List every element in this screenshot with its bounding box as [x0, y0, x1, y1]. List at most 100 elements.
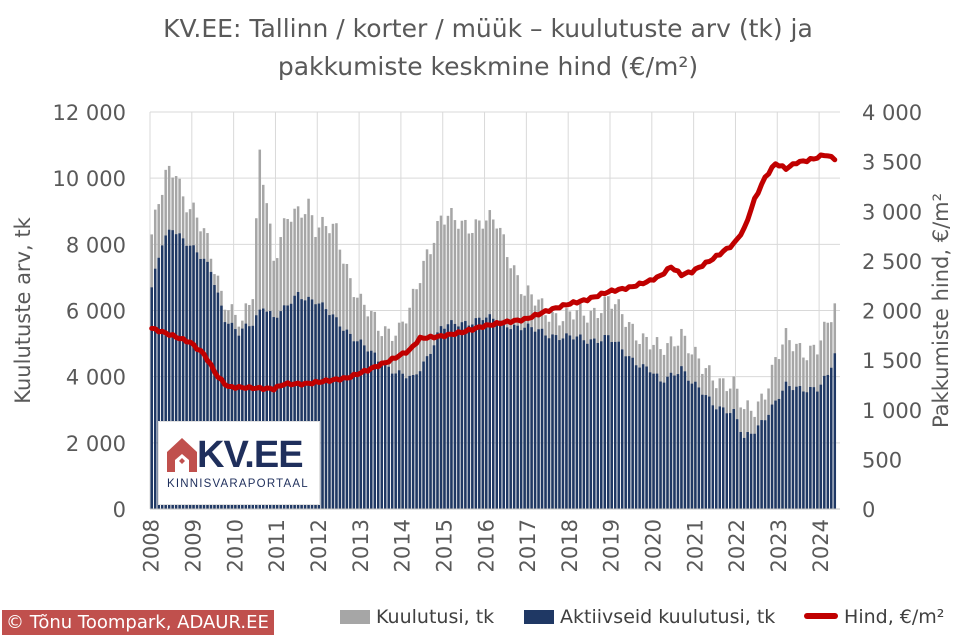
bar-active — [436, 332, 439, 509]
legend-active-swatch — [524, 610, 554, 624]
bar-active — [404, 378, 408, 509]
bar-active — [645, 366, 648, 509]
x-tick-label: 2017 — [516, 519, 540, 572]
bar-active — [220, 305, 223, 509]
y-tick-label: 4 000 — [66, 366, 126, 390]
bar-active — [432, 345, 436, 509]
y-tick-label: 2 000 — [66, 432, 126, 456]
bar-active — [265, 311, 268, 509]
bar-active — [213, 285, 216, 509]
y2-tick-label: 2 500 — [862, 250, 922, 274]
bar-active — [607, 335, 610, 509]
bar-active — [572, 339, 575, 509]
bar-active — [812, 387, 816, 509]
bar-active — [655, 373, 659, 509]
bar-active — [683, 371, 687, 509]
bar-active — [526, 323, 530, 509]
bar-active — [767, 414, 770, 509]
bar-active — [289, 303, 293, 509]
bar-active — [781, 390, 784, 509]
bar-active — [227, 323, 230, 509]
bar-active — [565, 333, 568, 509]
bar-active — [185, 245, 188, 510]
bar-active — [164, 235, 167, 509]
x-tick-label: 2021 — [683, 519, 707, 572]
bar-active — [241, 328, 244, 509]
bar-active — [641, 364, 645, 509]
bar-active — [795, 386, 798, 509]
bar-active — [669, 372, 673, 509]
bar-active — [593, 338, 596, 509]
bar-active — [756, 425, 760, 509]
bar-active — [488, 314, 492, 509]
x-tick-label: 2016 — [474, 519, 498, 572]
bar-active — [150, 287, 153, 509]
bar-active — [659, 381, 662, 509]
bar-active — [415, 374, 418, 509]
bar-active — [652, 373, 655, 509]
bar-active — [401, 373, 404, 509]
legend-total: Kuulutusi, tk — [340, 602, 494, 632]
y2-tick-label: 3 500 — [862, 151, 922, 175]
bar-active — [380, 365, 383, 509]
bar-active — [272, 317, 275, 509]
bar-active — [377, 361, 380, 509]
bar-active — [704, 395, 708, 509]
bar-active — [188, 245, 192, 509]
bar-active — [328, 315, 331, 509]
bar-active — [610, 342, 613, 509]
bar-active — [439, 326, 443, 509]
bar-active — [519, 330, 523, 509]
bar-active — [453, 323, 457, 509]
bar-active — [296, 291, 300, 509]
x-tick-label: 2022 — [725, 519, 749, 572]
legend-total-label: Kuulutusi, tk — [376, 606, 495, 628]
bar-active — [481, 320, 485, 509]
bar-active — [446, 324, 450, 509]
legend-price-label: Hind, €/m² — [844, 606, 945, 628]
bar-active — [192, 245, 195, 509]
y-tick-label: 8 000 — [66, 233, 126, 257]
bar-active — [833, 353, 837, 509]
bar-active — [394, 373, 397, 509]
bar-active — [582, 340, 586, 509]
legend-price: Hind, €/m² — [804, 602, 944, 632]
bar-active — [373, 352, 377, 509]
bar-active — [648, 372, 652, 509]
bar-active — [788, 386, 791, 509]
bar-active — [728, 413, 732, 509]
x-tick-label: 2015 — [432, 519, 456, 572]
x-tick-label: 2008 — [140, 519, 164, 572]
chart-title-line1: KV.EE: Tallinn / korter / müük – kuulutu… — [163, 14, 813, 43]
bar-active — [498, 320, 502, 509]
y2-axis-title: Pakkumiste hind, €/m² — [929, 193, 953, 428]
bar-active — [314, 304, 317, 509]
bar-active — [809, 386, 812, 509]
bar-active — [627, 356, 631, 509]
chart-title-line2: pakkumiste keskmine hind (€/m²) — [277, 52, 699, 81]
legend-total-swatch — [340, 610, 370, 624]
bar-active — [544, 335, 547, 509]
bar-active — [331, 314, 335, 509]
x-tick-label: 2019 — [600, 519, 624, 572]
y2-tick-label: 0 — [862, 498, 875, 522]
bar-active — [816, 391, 819, 509]
bar-active — [735, 419, 739, 509]
bar-active — [777, 398, 781, 509]
bar-active — [262, 308, 265, 509]
bar-active — [586, 343, 589, 509]
bar-active — [749, 433, 753, 509]
bar-active — [425, 356, 429, 509]
bar-active — [802, 391, 805, 509]
bar-active — [467, 325, 471, 509]
x-tick-label: 2023 — [767, 519, 791, 572]
bar-active — [324, 309, 328, 509]
x-tick-label: 2011 — [265, 519, 289, 572]
bar-active — [195, 252, 199, 510]
bar-active — [561, 338, 565, 509]
bar-active — [746, 432, 749, 509]
bar-active — [589, 339, 593, 509]
bar-active — [335, 317, 338, 509]
bar-active — [450, 320, 453, 509]
bar-active — [753, 433, 756, 509]
